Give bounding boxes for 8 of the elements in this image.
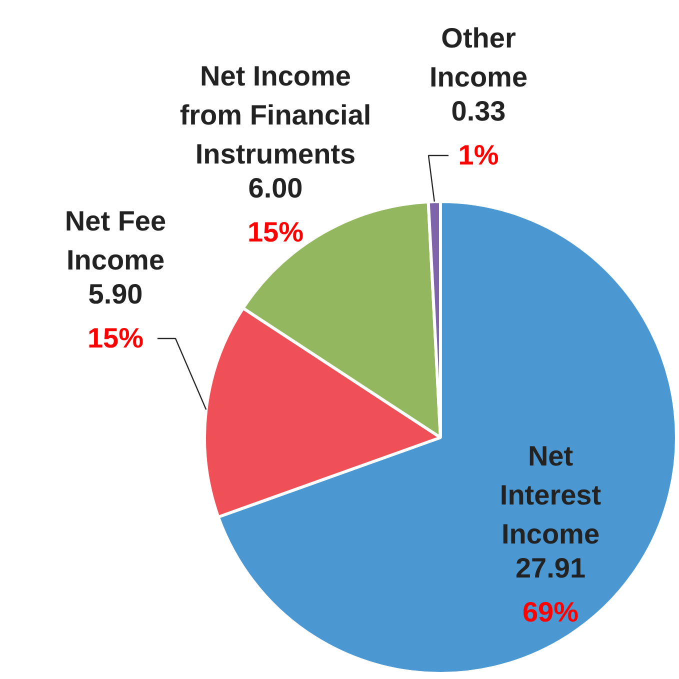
slice-label: Other Income — [429, 22, 528, 92]
slice-label: Net Income from Financial Instruments — [180, 60, 372, 170]
data-label: 0.33 1% — [451, 96, 506, 170]
slice-label: Net Fee Income — [64, 206, 166, 276]
data-label: 5.90 15% — [87, 278, 144, 354]
data-label: 6.00 15% — [247, 172, 304, 248]
data-label: 27.91 69% — [515, 552, 586, 628]
slice-label: Net Interest Income — [500, 440, 602, 550]
